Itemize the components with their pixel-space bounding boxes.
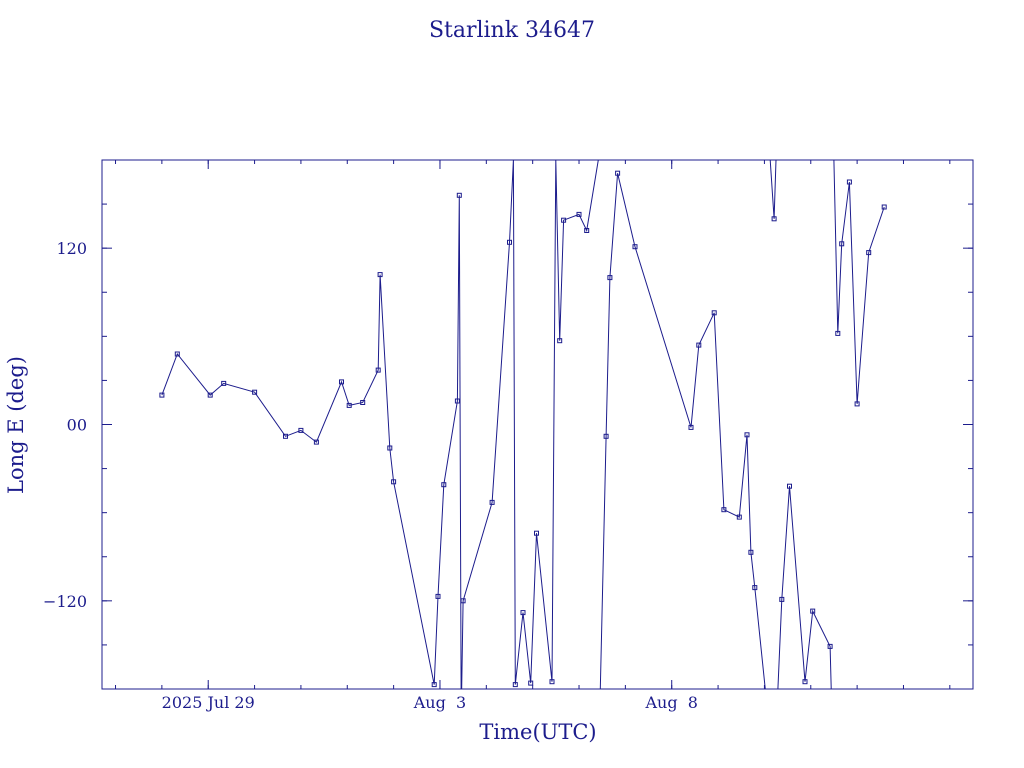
- data-point: [696, 342, 702, 348]
- plot-frame: [101, 159, 974, 690]
- data-point: [456, 192, 462, 198]
- marker-layer: [159, 170, 887, 688]
- data-point: [159, 392, 165, 398]
- data-point: [507, 239, 512, 245]
- data-point: [391, 479, 397, 485]
- data-point: [441, 482, 447, 488]
- data-point: [528, 680, 534, 686]
- data-point: [346, 402, 352, 408]
- data-point: [846, 179, 852, 185]
- data-point: [839, 241, 845, 247]
- data-point: [387, 445, 393, 451]
- x-axis-label: Time(UTC): [479, 720, 596, 744]
- data-point: [632, 244, 638, 250]
- data-point: [207, 392, 213, 398]
- data-point: [561, 217, 567, 223]
- data-point: [607, 275, 613, 281]
- x-tick-label: Aug 8: [644, 693, 697, 712]
- data-point: [810, 608, 816, 614]
- data-point: [454, 398, 460, 404]
- data-point: [174, 351, 180, 357]
- data-point: [584, 228, 590, 233]
- data-point: [835, 330, 841, 336]
- x-tick-label: 2025 Jul 29: [162, 693, 255, 712]
- data-point: [377, 272, 383, 278]
- x-tick-label: Aug 3: [413, 693, 466, 712]
- data-point: [534, 530, 539, 536]
- data-point: [748, 549, 754, 555]
- data-point: [520, 610, 526, 616]
- ticks-layer: 2025 Jul 29 Aug 3 Aug 8 120 00 −120: [43, 160, 973, 712]
- data-point: [252, 389, 258, 395]
- data-point: [615, 170, 621, 176]
- data-point: [881, 204, 887, 210]
- data-point: [802, 679, 808, 685]
- data-point: [375, 367, 381, 373]
- data-point: [688, 424, 694, 430]
- series-layer: [161, 160, 885, 689]
- data-point: [339, 379, 344, 385]
- data-point: [779, 596, 785, 602]
- data-point: [721, 507, 727, 513]
- data-point: [360, 400, 366, 405]
- data-point: [752, 585, 758, 591]
- data-point: [489, 499, 495, 505]
- y-tick-label: 120: [56, 239, 87, 258]
- data-point: [603, 433, 609, 439]
- data-point: [827, 643, 833, 649]
- data-point: [787, 483, 792, 489]
- y-tick-label: −120: [43, 592, 87, 611]
- data-point: [512, 682, 518, 688]
- data-point: [221, 380, 227, 386]
- data-point: [711, 310, 717, 316]
- data-point: [736, 514, 742, 520]
- data-point: [744, 432, 750, 438]
- chart-title: Starlink 34647: [429, 18, 595, 43]
- data-point: [557, 338, 563, 344]
- y-axis-label: Long E (deg): [4, 356, 28, 494]
- data-point: [298, 427, 304, 433]
- data-point: [431, 682, 437, 688]
- data-point: [313, 439, 319, 445]
- data-point: [576, 211, 582, 217]
- series-line: [161, 160, 885, 689]
- data-point: [866, 250, 872, 256]
- data-point: [283, 433, 288, 439]
- data-point: [435, 593, 441, 599]
- data-point: [460, 598, 466, 604]
- data-point: [854, 401, 860, 407]
- data-point: [549, 679, 555, 685]
- y-tick-label: 00: [67, 416, 87, 435]
- data-point: [771, 216, 777, 222]
